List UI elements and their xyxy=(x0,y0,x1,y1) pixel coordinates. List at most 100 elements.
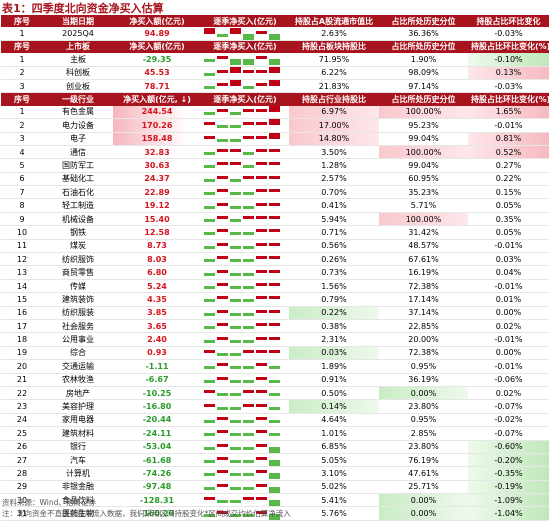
spark-cell xyxy=(204,401,215,413)
row-name: 汽车 xyxy=(43,453,113,468)
spark-cell xyxy=(256,159,267,171)
spark-cell xyxy=(243,494,254,506)
spark-cell xyxy=(243,267,254,279)
spark-cell xyxy=(204,441,215,453)
spark-bar-positive xyxy=(204,403,215,407)
row-name: 纺织服饰 xyxy=(43,252,113,267)
spark-cell xyxy=(243,441,254,453)
spark-bar-positive xyxy=(269,323,280,327)
spark-cell xyxy=(217,133,228,145)
spark-bar-negative xyxy=(204,232,215,236)
holding-change: 0.00% xyxy=(468,346,549,361)
spark-bar-positive xyxy=(217,296,228,300)
spark-cell xyxy=(230,427,241,439)
spark-bar-negative xyxy=(269,393,280,397)
spark-cell xyxy=(256,106,267,118)
historical-percentile: 23.80% xyxy=(379,440,468,454)
industry-header-2: 净买入额(亿元, ↓) xyxy=(113,92,201,106)
spark-bar-positive xyxy=(269,162,280,166)
spark-cell xyxy=(269,360,280,372)
spark-cell xyxy=(256,454,267,466)
quarter-header-1: 当期日期 xyxy=(43,15,113,28)
holding-share: 1.89% xyxy=(289,359,379,374)
quarter-header-6: 持股占比环比变化 xyxy=(468,15,549,28)
quarterly-flow-sparkline xyxy=(201,158,289,173)
historical-percentile: 99.04% xyxy=(379,158,468,173)
quarterly-flow-sparkline xyxy=(201,239,289,254)
holding-change: 0.81% xyxy=(468,132,549,146)
spark-cell xyxy=(230,146,241,158)
holding-change: -0.01% xyxy=(468,332,549,347)
row-index: 8 xyxy=(1,198,43,213)
spark-bar-positive xyxy=(256,175,267,179)
spark-bar-negative xyxy=(243,232,254,236)
spark-cell xyxy=(269,173,280,185)
board-header-2: 净买入额(亿元) xyxy=(113,40,201,54)
quarter-header-4: 持股占A股流通市值比 xyxy=(289,15,379,28)
spark-cell xyxy=(269,159,280,171)
spark-bar-positive xyxy=(256,309,267,313)
spark-cell xyxy=(217,200,228,212)
sparkline xyxy=(204,200,286,212)
spark-cell xyxy=(217,253,228,265)
quarterly-flow-sparkline xyxy=(201,53,289,67)
spark-cell xyxy=(269,132,280,145)
spark-bar-positive xyxy=(243,349,254,353)
holding-change: 0.05% xyxy=(468,198,549,213)
spark-cell xyxy=(230,240,241,252)
table-row: 18 公用事业 2.40 2.31% 20.00% -0.01% xyxy=(1,332,549,347)
spark-bar-positive xyxy=(256,283,267,286)
spark-cell xyxy=(230,267,241,279)
row-index: 7 xyxy=(1,185,43,200)
table-row: 2 电力设备 170.26 17.00% 95.23% -0.01% xyxy=(1,118,549,133)
spark-bar-positive xyxy=(256,443,267,447)
quarterly-flow-sparkline xyxy=(201,79,289,94)
sparkline xyxy=(204,213,286,225)
holding-share: 0.41% xyxy=(289,198,379,213)
spark-bar-positive xyxy=(217,269,228,273)
spark-bar-negative xyxy=(217,33,228,37)
spark-cell xyxy=(256,441,267,453)
spark-cell xyxy=(217,226,228,238)
spark-cell xyxy=(269,253,280,265)
spark-cell xyxy=(243,320,254,332)
spark-bar-positive xyxy=(269,309,280,313)
holding-change: 0.01% xyxy=(468,292,549,307)
net-buy-value: -1.11 xyxy=(113,359,201,374)
industry-header-row: 序号 一级行业 净买入额(亿元, ↓) 逐季净买入(亿元) 持股占行业持股比 占比所处历史… xyxy=(1,92,549,106)
row-index: 15 xyxy=(1,292,43,307)
spark-bar-negative xyxy=(217,393,228,397)
spark-bar-negative xyxy=(269,419,280,423)
spark-cell xyxy=(256,401,267,413)
row-name: 食品饮料 xyxy=(43,493,113,508)
holding-share: 0.22% xyxy=(289,306,379,320)
spark-bar-negative xyxy=(230,299,241,303)
spark-bar-negative xyxy=(204,192,215,196)
spark-cell xyxy=(204,481,215,493)
row-index: 5 xyxy=(1,158,43,173)
holding-change: -1.04% xyxy=(468,506,549,521)
quarterly-flow-sparkline xyxy=(201,466,289,481)
spark-bar-positive xyxy=(217,162,228,166)
spark-cell xyxy=(217,401,228,413)
sparkline xyxy=(204,80,286,92)
net-buy-value: 32.83 xyxy=(113,145,201,160)
spark-bar-positive xyxy=(256,483,267,487)
spark-cell xyxy=(204,253,215,265)
historical-percentile: 60.95% xyxy=(379,172,468,187)
table-row: 30 食品饮料 -128.31 5.41% 0.00% -1.09% xyxy=(1,493,549,508)
spark-cell xyxy=(269,200,280,212)
spark-cell xyxy=(243,240,254,252)
spark-cell xyxy=(269,267,280,279)
spark-cell xyxy=(256,133,267,145)
spark-bar-negative xyxy=(243,272,254,276)
spark-bar-positive xyxy=(217,510,228,514)
holding-share: 1.56% xyxy=(289,279,379,294)
spark-cell xyxy=(204,186,215,198)
spark-bar-negative xyxy=(204,152,215,156)
sparkline xyxy=(204,280,286,292)
spark-bar-positive xyxy=(217,56,228,60)
spark-bar-negative xyxy=(230,272,241,276)
spark-bar-positive xyxy=(217,189,228,193)
table-row: 31 医药生物 -160.20 5.76% 0.00% -1.04% xyxy=(1,506,549,521)
